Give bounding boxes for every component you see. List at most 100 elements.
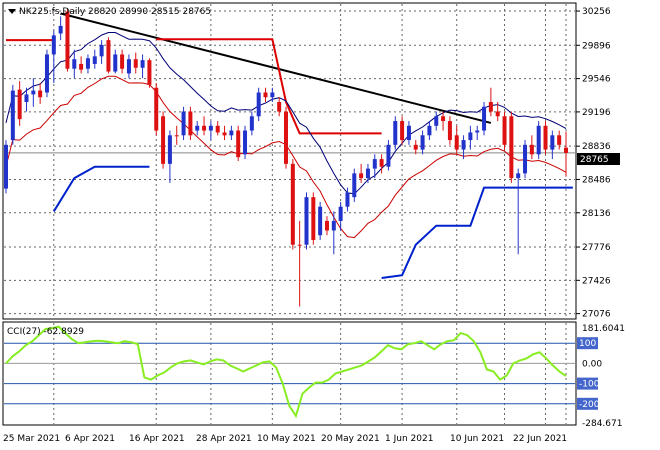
candle-body[interactable] <box>379 159 384 167</box>
date-label: 22 Jun 2021 <box>513 434 567 444</box>
candle-body[interactable] <box>161 116 166 164</box>
candle-body[interactable] <box>249 116 254 131</box>
candle-body[interactable] <box>488 102 493 112</box>
candle-body[interactable] <box>284 111 288 164</box>
candle-body[interactable] <box>441 116 446 122</box>
candle-body[interactable] <box>318 206 323 236</box>
candle-body[interactable] <box>58 25 63 34</box>
candle-body[interactable] <box>447 121 452 141</box>
candle-body[interactable] <box>99 44 104 57</box>
candle-body[interactable] <box>495 111 500 117</box>
upper-band-line <box>5 32 567 195</box>
candle-body[interactable] <box>188 111 193 136</box>
candle-body[interactable] <box>31 90 36 95</box>
candle-body[interactable] <box>208 125 213 131</box>
candle-body[interactable] <box>229 130 234 136</box>
cci-min-label: -284.671 <box>582 419 622 429</box>
candle-body[interactable] <box>550 135 555 150</box>
candle-body[interactable] <box>352 173 357 198</box>
candle-body[interactable] <box>120 54 125 69</box>
candle-body[interactable] <box>79 63 84 70</box>
candle-body[interactable] <box>502 116 507 145</box>
candle-body[interactable] <box>509 116 514 179</box>
candle-body[interactable] <box>529 144 534 155</box>
candle-body[interactable] <box>304 197 309 245</box>
candle-body[interactable] <box>202 125 207 131</box>
candle-body[interactable] <box>311 197 316 240</box>
candle-body[interactable] <box>113 54 118 72</box>
candle-body[interactable] <box>564 147 568 153</box>
candle-body[interactable] <box>126 59 131 74</box>
candle-body[interactable] <box>454 135 459 150</box>
candle-body[interactable] <box>324 220 329 231</box>
candle-body[interactable] <box>516 173 521 179</box>
candle-body[interactable] <box>243 130 248 155</box>
candle-body[interactable] <box>359 173 364 179</box>
candle-body[interactable] <box>85 58 90 69</box>
candle-body[interactable] <box>215 125 220 133</box>
candle-body[interactable] <box>536 125 541 155</box>
candle-body[interactable] <box>475 130 480 133</box>
candle-body[interactable] <box>4 144 8 189</box>
candle-body[interactable] <box>331 220 336 231</box>
candle-body[interactable] <box>167 135 172 164</box>
candle-body[interactable] <box>263 92 268 98</box>
candle-body[interactable] <box>256 92 261 117</box>
candle-body[interactable] <box>386 144 391 167</box>
candle-body[interactable] <box>277 102 282 112</box>
candle-body[interactable] <box>133 59 138 68</box>
support-level-line <box>381 186 573 280</box>
candle-body[interactable] <box>400 121 405 141</box>
price-tick-label: 29896 <box>582 41 611 51</box>
candle-body[interactable] <box>434 116 439 126</box>
candle-body[interactable] <box>24 94 29 103</box>
candle-body[interactable] <box>65 11 70 69</box>
date-label: 20 May 2021 <box>321 434 380 444</box>
candle-body[interactable] <box>365 168 370 179</box>
candle-body[interactable] <box>468 132 473 141</box>
candle-body[interactable] <box>482 106 487 131</box>
candle-body[interactable] <box>420 135 425 150</box>
candle-body[interactable] <box>72 59 77 69</box>
candle-body[interactable] <box>236 130 241 158</box>
candle-body[interactable] <box>140 60 145 68</box>
candle-body[interactable] <box>51 35 56 55</box>
candle-body[interactable] <box>222 132 227 136</box>
candle-body[interactable] <box>297 244 302 246</box>
cci-panel-frame <box>2 321 577 426</box>
candle-body[interactable] <box>92 56 97 64</box>
candle-body[interactable] <box>147 60 152 85</box>
candle-body[interactable] <box>406 125 411 141</box>
candle-body[interactable] <box>427 125 432 136</box>
price-tick-label: 28836 <box>582 142 611 152</box>
candle-body[interactable] <box>338 206 343 221</box>
candle-body[interactable] <box>181 111 186 136</box>
candle-body[interactable] <box>345 192 350 207</box>
candle-body[interactable] <box>195 125 200 131</box>
cci-zero-label: 0.00 <box>582 359 602 369</box>
cci-level-tag-label: -100 <box>579 380 600 390</box>
grid-lines <box>4 4 575 424</box>
candle-body[interactable] <box>557 135 562 145</box>
price-tick-label: 27776 <box>582 243 611 253</box>
candle-body[interactable] <box>154 87 159 131</box>
candle-body[interactable] <box>174 135 179 137</box>
candle-body[interactable] <box>290 163 295 245</box>
candle-body[interactable] <box>543 125 548 150</box>
candle-body[interactable] <box>413 144 418 150</box>
collapse-triangle-icon[interactable] <box>8 9 16 14</box>
candle-body[interactable] <box>461 140 466 150</box>
candle-body[interactable] <box>372 159 377 169</box>
candle-body[interactable] <box>10 90 15 141</box>
candle-body[interactable] <box>393 121 398 145</box>
candle-body[interactable] <box>44 54 49 93</box>
price-tick-label: 27076 <box>582 310 611 320</box>
candle-body[interactable] <box>17 89 22 120</box>
price-tick-label: 28486 <box>582 175 611 185</box>
candle-body[interactable] <box>38 90 43 98</box>
candle-body[interactable] <box>270 92 275 98</box>
candle-body[interactable] <box>106 40 111 72</box>
candle-body[interactable] <box>523 144 528 174</box>
date-label: 1 Jun 2021 <box>385 434 433 444</box>
